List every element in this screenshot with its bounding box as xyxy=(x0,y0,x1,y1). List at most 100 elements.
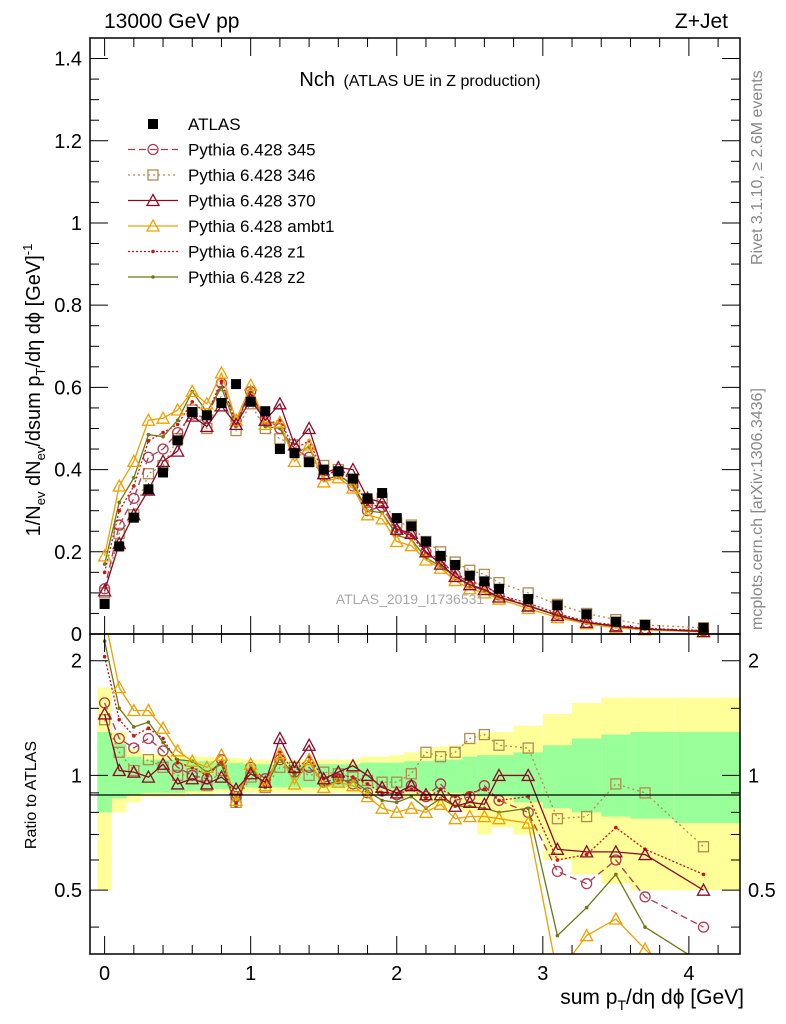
ratio-point-ambt1 xyxy=(199,759,214,774)
data-point-atlas xyxy=(114,541,125,552)
ratio-point-z1 xyxy=(146,726,151,731)
data-point-ambt1 xyxy=(199,396,214,410)
main-y-tick-label: 0.8 xyxy=(54,295,82,317)
series-p370 xyxy=(97,392,711,638)
legend: ATLAS Pythia 6.428 345 Pythia 6.428 346 Pyt… xyxy=(128,115,334,287)
legend-marker-p345 xyxy=(147,143,159,156)
ratio-point-p346 xyxy=(551,813,564,825)
data-point-atlas xyxy=(435,550,446,561)
data-point-atlas xyxy=(464,570,475,581)
ratio-point-ambt1 xyxy=(214,747,229,761)
data-point-p370 xyxy=(302,421,317,435)
data-point-atlas xyxy=(362,493,373,504)
ratio-point-p370 xyxy=(126,764,141,778)
ratio-y-tick-label-right: 0.5 xyxy=(748,880,776,902)
ratio-point-z1 xyxy=(497,798,501,803)
ratio-y-tick-label: 1 xyxy=(71,765,82,787)
main-title: Nch (ATLAS UE in Z production) xyxy=(299,69,540,91)
data-point-p370 xyxy=(199,419,214,433)
legend-label-z2: Pythia 6.428 z2 xyxy=(188,268,305,287)
legend-marker-z1 xyxy=(151,249,155,254)
data-point-ambt1 xyxy=(462,581,477,595)
data-point-p370 xyxy=(272,396,287,410)
data-point-atlas xyxy=(420,536,431,547)
data-point-atlas xyxy=(289,448,300,459)
legend-marker-atlas xyxy=(148,119,158,129)
data-point-ambt1 xyxy=(302,437,317,451)
data-point-ambt1 xyxy=(360,507,375,521)
ratio-point-z1 xyxy=(102,654,107,659)
ratio-point-ambt1 xyxy=(331,774,346,788)
ratio-point-z1 xyxy=(132,734,136,738)
y-label-part-3: /dsum p xyxy=(23,376,45,447)
legend-label-atlas: ATLAS xyxy=(188,115,241,134)
data-point-ambt1 xyxy=(272,414,287,428)
data-point-p370 xyxy=(433,556,448,570)
data-point-atlas xyxy=(347,473,358,484)
ratio-point-p370 xyxy=(579,844,594,858)
data-point-atlas xyxy=(479,576,490,587)
ratio-point-p345 xyxy=(157,745,169,757)
ratio-point-p370 xyxy=(550,841,565,855)
x-label-sub: T xyxy=(617,997,626,1013)
series-line-ambt1 xyxy=(103,371,704,633)
data-point-z2 xyxy=(117,500,122,505)
x-axis-label: sum pT/dη dϕ [GeV] xyxy=(560,986,744,1013)
ratio-point-ambt1 xyxy=(462,809,477,823)
data-point-z1 xyxy=(146,439,151,443)
data-point-atlas xyxy=(581,609,592,620)
main-y-tick-label: 0.4 xyxy=(54,460,82,482)
ratio-band-inner xyxy=(228,762,244,790)
y-label-sub-3: T xyxy=(33,368,48,376)
ratio-point-p370 xyxy=(243,766,258,780)
ratio-y-tick-label-right: 2 xyxy=(748,651,759,673)
data-point-p345 xyxy=(142,451,155,463)
ratio-point-p346 xyxy=(478,728,491,741)
ratio-point-p370 xyxy=(199,776,214,790)
ratio-point-p346 xyxy=(303,769,315,782)
ratio-point-p346 xyxy=(639,787,651,799)
data-point-p370 xyxy=(477,582,492,596)
ratio-point-p345 xyxy=(142,732,155,745)
data-point-atlas xyxy=(99,598,110,609)
ratio-point-p345 xyxy=(551,865,564,878)
ratio-point-z2 xyxy=(380,798,384,803)
ratio-point-p346 xyxy=(610,778,622,790)
ratio-point-ambt1 xyxy=(579,928,594,942)
data-point-atlas xyxy=(274,444,285,455)
ratio-point-p370 xyxy=(696,882,711,896)
data-point-z2 xyxy=(102,562,107,566)
x-label-part-1: sum p xyxy=(560,986,617,1009)
x-tick-label: 3 xyxy=(537,963,548,985)
y-label-part-2: dN xyxy=(23,460,45,491)
ratio-point-z2 xyxy=(643,925,647,929)
ratio-band-inner xyxy=(97,732,112,813)
ratio-point-p370 xyxy=(375,780,390,794)
ratio-point-z1 xyxy=(614,825,618,830)
series-atlas xyxy=(99,379,709,633)
series-ambt1 xyxy=(97,365,711,638)
ratio-line-z2 xyxy=(103,641,689,954)
ratio-point-ambt1 xyxy=(141,703,156,717)
ratio-point-p345 xyxy=(113,732,125,745)
main-series-layer xyxy=(97,365,711,638)
ratio-point-p370 xyxy=(637,847,653,861)
data-point-atlas xyxy=(610,616,621,627)
ratio-point-ambt1 xyxy=(272,746,287,760)
data-point-z1 xyxy=(132,484,136,488)
ratio-point-ambt1 xyxy=(375,800,390,814)
ratio-point-p346 xyxy=(449,746,461,758)
ratio-point-ambt1 xyxy=(155,720,171,734)
ratio-point-p370 xyxy=(185,771,200,785)
data-point-p370 xyxy=(448,569,463,583)
ratio-point-z2 xyxy=(526,806,531,811)
ratio-point-z1 xyxy=(351,775,355,779)
data-point-atlas xyxy=(304,457,315,468)
legend-label-z1: Pythia 6.428 z1 xyxy=(188,243,305,262)
data-point-ambt1 xyxy=(521,601,536,615)
ratio-y-tick-label-right: 1 xyxy=(748,765,759,787)
data-point-ambt1 xyxy=(375,511,390,525)
data-point-p370 xyxy=(155,454,171,468)
data-point-z2 xyxy=(161,434,165,439)
data-point-p370 xyxy=(389,521,404,535)
